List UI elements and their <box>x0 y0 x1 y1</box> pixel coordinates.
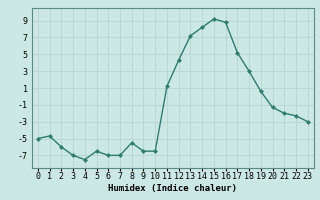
X-axis label: Humidex (Indice chaleur): Humidex (Indice chaleur) <box>108 184 237 193</box>
